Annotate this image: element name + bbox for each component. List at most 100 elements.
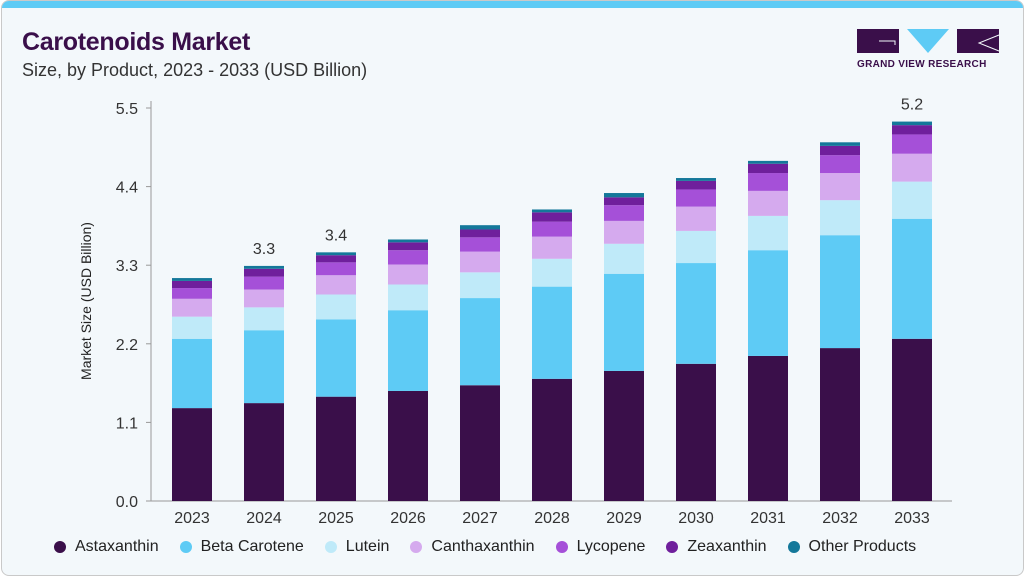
bar-segment-canthaxanthin [388,264,428,285]
bar-segment-lutein [316,294,356,320]
x-tick-label: 2028 [534,510,570,527]
bar-segment-other-products [604,193,644,198]
bar-segment-lutein [532,258,572,287]
legend-label: Lutein [345,538,390,555]
legend-label: Astaxanthin [75,538,159,555]
bar-segment-canthaxanthin [172,298,212,317]
y-tick-label: 5.5 [116,101,138,118]
x-tick-label: 2027 [462,510,498,527]
data-label: 3.4 [325,227,347,244]
x-tick-label: 2032 [822,510,858,527]
y-tick-label: 1.1 [116,415,138,432]
bar-segment-beta-carotene [604,273,644,371]
legend-label: Other Products [808,538,917,555]
bar-segment-zeaxanthin [316,255,356,263]
bar-segment-beta-carotene [532,286,572,379]
bar-segment-lutein [388,284,428,311]
legend-swatch [179,541,192,553]
y-tick-label: 0.0 [116,494,138,511]
bar-segment-zeaxanthin [604,197,644,206]
accent-bar [2,1,1023,8]
legend-swatch [324,541,337,553]
data-label: 3.3 [253,241,275,258]
bar-segment-lycopene [532,221,572,237]
bar-segment-astaxanthin [892,338,932,501]
bar-segment-canthaxanthin [532,236,572,259]
legend: Astaxanthin Beta Carotene Lutein Canthaxant… [54,538,937,556]
bar-segment-lycopene [460,237,500,252]
bar-segment-astaxanthin [676,363,716,501]
bar-segment-beta-carotene [460,298,500,386]
bar-segment-other-products [532,209,572,213]
legend-item: Zeaxanthin [666,538,767,556]
bar-segment-zeaxanthin [172,280,212,289]
bar-segment-zeaxanthin [676,180,716,190]
bar-segment-canthaxanthin [244,289,284,308]
legend-item: Lutein [324,538,390,556]
chart-subtitle: Size, by Product, 2023 - 2033 (USD Billi… [22,60,368,80]
x-tick-label: 2026 [390,510,426,527]
bar-segment-astaxanthin [460,385,500,501]
bar-segment-zeaxanthin [460,229,500,238]
bar-segment-astaxanthin [532,378,572,501]
legend-item: Other Products [787,538,917,556]
legend-swatch [555,541,568,553]
bar-segment-beta-carotene [316,319,356,397]
bar-segment-other-products [892,121,932,126]
bar-segment-beta-carotene [172,338,212,409]
bar-segment-zeaxanthin [244,268,284,277]
bar-segment-other-products [172,278,212,281]
bar-segment-astaxanthin [244,403,284,501]
bar-segment-beta-carotene [748,250,788,356]
bar-segment-lycopene [388,250,428,265]
bar-segment-lutein [172,316,212,339]
bar-segment-other-products [676,178,716,181]
bar-segment-lycopene [748,173,788,191]
bar-segment-other-products [388,239,428,243]
bar-segment-zeaxanthin [748,163,788,174]
bar-segment-lycopene [244,276,284,290]
x-tick-label: 2023 [174,510,210,527]
bar-segment-lycopene [820,155,860,174]
bar-segment-lutein [460,272,500,299]
bar-segment-canthaxanthin [748,190,788,216]
bar-segment-canthaxanthin [604,220,644,244]
grand-view-research-logo [857,29,1000,53]
legend-label: Zeaxanthin [687,538,767,555]
legend-item: Astaxanthin [54,538,159,556]
bar-segment-beta-carotene [388,310,428,391]
bar-segment-other-products [316,252,356,256]
x-tick-label: 2029 [606,510,642,527]
x-tick-label: 2033 [894,510,930,527]
legend-item: Lycopene [555,538,646,556]
bar-segment-zeaxanthin [532,212,572,222]
legend-swatch [666,541,679,553]
bar-segment-lutein [604,243,644,274]
legend-swatch [787,541,800,553]
legend-label: Lycopene [576,538,646,555]
legend-item: Canthaxanthin [410,538,535,556]
legend-label: Beta Carotene [200,538,304,555]
bar-segment-astaxanthin [316,396,356,501]
y-axis-label: Market Size (USD Billion) [78,222,94,380]
bar-segment-canthaxanthin [892,153,932,182]
bar-segment-astaxanthin [748,355,788,501]
bar-segment-zeaxanthin [892,125,932,135]
bar-segment-lutein [748,215,788,251]
y-tick-label: 3.3 [116,258,138,275]
bar-segment-canthaxanthin [820,173,860,201]
bar-segment-beta-carotene [244,330,284,404]
bar-segment-lutein [676,230,716,264]
legend-swatch [410,541,423,553]
bar-segment-zeaxanthin [820,145,860,156]
bar-segment-other-products [244,265,284,269]
bar-segment-lycopene [316,262,356,276]
bar-segment-zeaxanthin [388,242,428,251]
bar-segment-beta-carotene [676,263,716,364]
bar-segment-astaxanthin [172,408,212,501]
x-tick-label: 2025 [318,510,354,527]
x-tick-label: 2031 [750,510,786,527]
y-tick-label: 2.2 [116,337,138,354]
bar-segment-lutein [244,307,284,331]
